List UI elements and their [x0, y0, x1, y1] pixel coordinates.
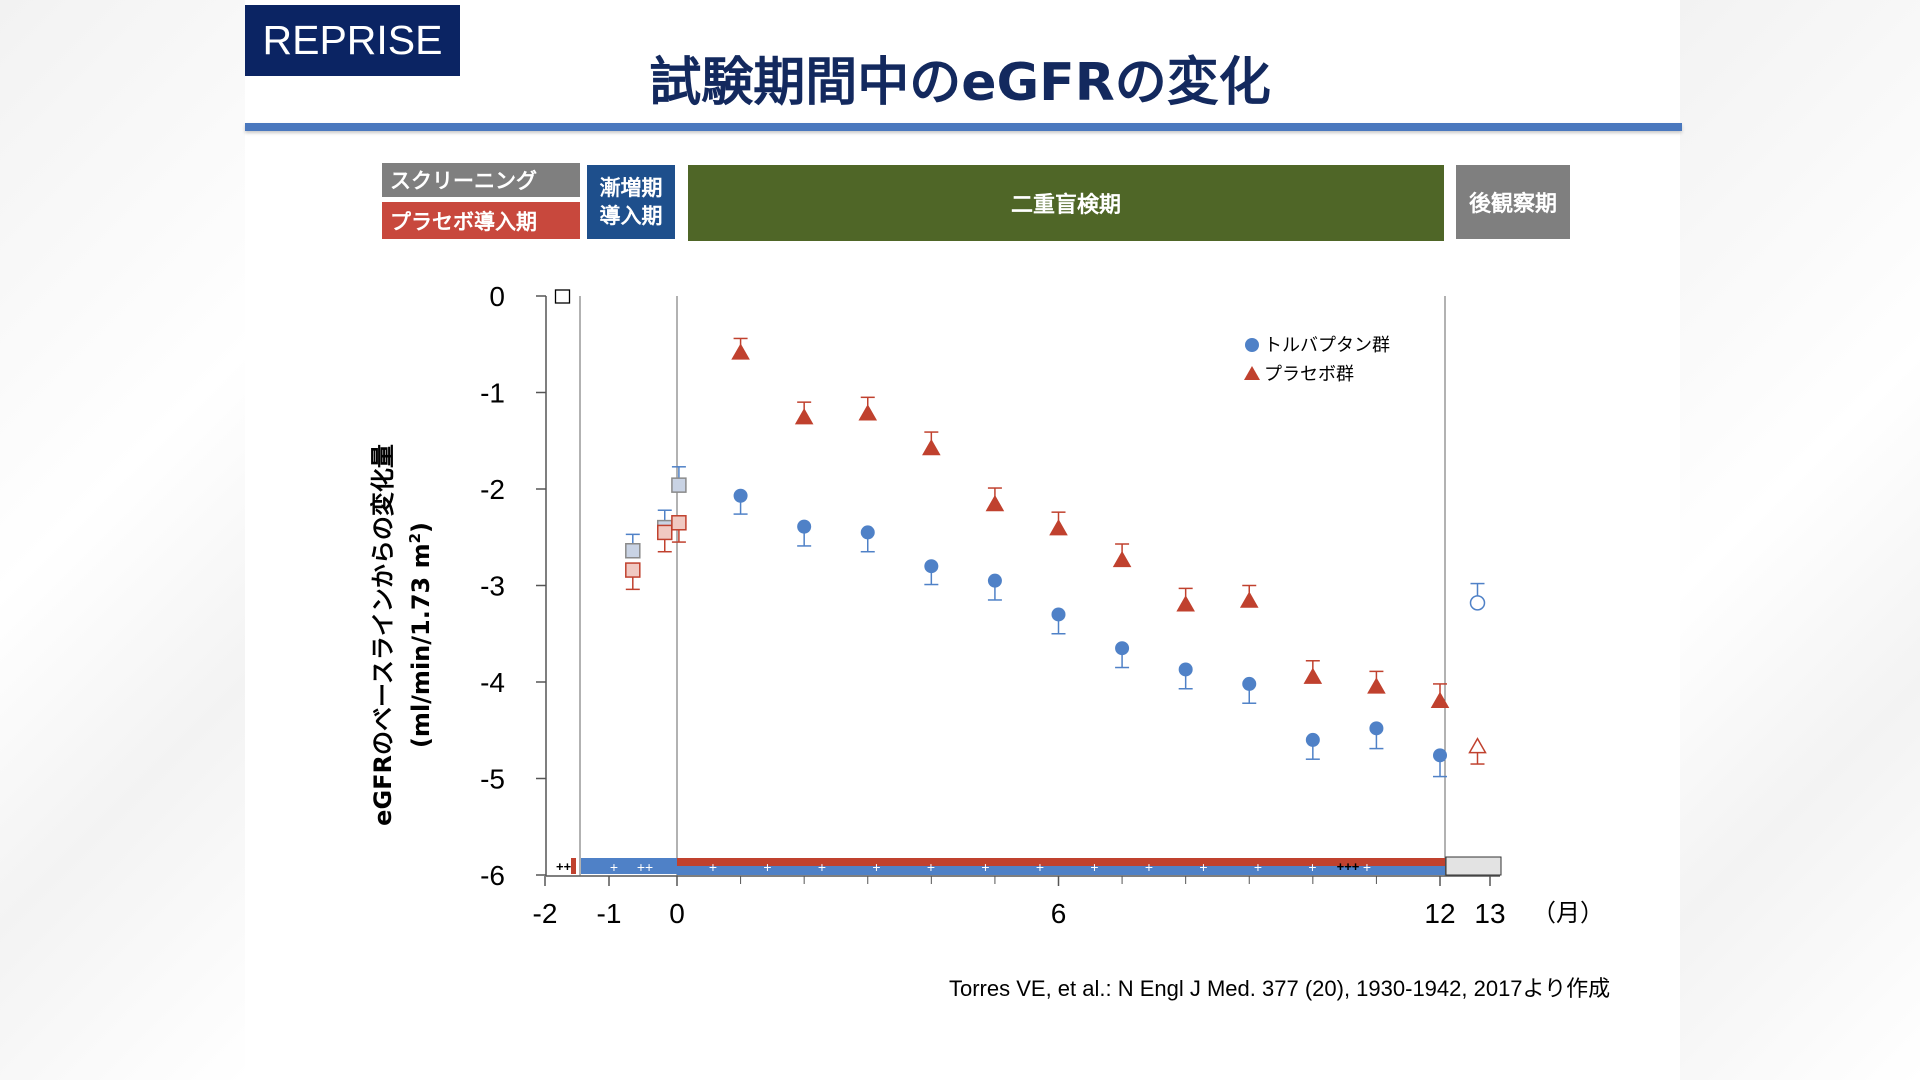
phase-double-blind: 二重盲検期: [688, 165, 1444, 241]
placebo-runin-point: [671, 515, 687, 531]
tolvaptan-point: [987, 573, 1002, 588]
tolvaptan-point: [1178, 662, 1193, 677]
dosing-marker: +: [1254, 859, 1262, 875]
placebo-runin-point: [657, 524, 673, 541]
tolvaptan-followup-point: [1469, 595, 1486, 611]
tolvaptan-point: [797, 519, 812, 534]
placebo-point: [922, 438, 941, 456]
dosing-marker: +: [927, 859, 935, 875]
y-tick-label: -1: [480, 378, 505, 409]
tolvaptan-runin-point: [625, 543, 641, 559]
dosing-marker: +++: [1337, 859, 1360, 874]
legend-placebo-marker: [1244, 366, 1260, 380]
tolvaptan-point: [1433, 748, 1447, 763]
dosing-marker: +: [709, 859, 717, 875]
placebo-runin-bar: [571, 858, 576, 874]
y-tick-label: -5: [480, 764, 505, 795]
x-axis-unit: （月）: [1532, 900, 1604, 927]
tolvaptan-point: [733, 488, 748, 503]
y-tick-label: -6: [480, 860, 505, 891]
tolvaptan-point: [1305, 732, 1320, 747]
dosing-marker: +: [1090, 859, 1098, 875]
placebo-point: [1049, 519, 1068, 536]
dosing-marker: +: [1199, 859, 1207, 875]
y-tick-label: -2: [480, 474, 505, 505]
tolvaptan-point: [1242, 676, 1257, 691]
y-axis-label: eGFRのベースラインからの変化量 (ml/min/1.73 m2): [367, 355, 437, 915]
followup-bar: [1445, 856, 1502, 876]
x-tick-label: 12: [1424, 898, 1455, 929]
legend-tolvaptan-label: トルバプタン群: [1264, 335, 1390, 356]
placebo-runin-point: [625, 562, 641, 578]
study-badge: REPRISE: [245, 5, 460, 76]
tolvaptan-point: [1369, 721, 1384, 736]
left-background: [0, 0, 245, 1080]
placebo-point: [1239, 591, 1259, 608]
dosing-marker: +: [1363, 859, 1371, 875]
dosing-marker: +: [763, 859, 771, 875]
page-title: 試験期間中のeGFRの変化: [649, 53, 1271, 113]
placebo-point: [794, 408, 814, 425]
right-background: [1675, 0, 1920, 1080]
x-tick-label: -1: [597, 898, 622, 929]
tolvaptan-point: [1115, 641, 1130, 656]
placebo-exposure-bar: [677, 858, 1445, 866]
tolvaptan-runin-point: [671, 477, 687, 493]
y-axis-label-line1: eGFRのベースラインからの変化量: [369, 444, 397, 826]
legend-tolvaptan-marker: [1245, 338, 1259, 352]
tolvaptan-point: [924, 559, 939, 574]
dosing-marker: +: [981, 859, 989, 875]
dosing-marker: ++: [637, 859, 653, 875]
placebo-point: [1367, 677, 1386, 694]
x-tick-label: 0: [669, 898, 685, 929]
placebo-followup-point: [1468, 737, 1487, 754]
x-tick-label: 6: [1051, 898, 1067, 929]
title-underline: [245, 123, 1682, 131]
dosing-marker: +: [610, 859, 618, 875]
tolvaptan-point: [860, 525, 875, 540]
placebo-point: [1303, 667, 1323, 684]
tolvaptan-exposure-bar: [677, 866, 1445, 875]
dosing-marker: +: [872, 859, 880, 875]
dosing-marker: +: [818, 859, 826, 875]
y-axis-label-line2: (ml/min/1.73 m2): [406, 521, 435, 749]
placebo-point: [1176, 595, 1195, 612]
phase-titration-line1: 漸増期: [599, 176, 663, 200]
placebo-point: [731, 343, 750, 360]
phase-placebo-runin: プラセボ導入期: [382, 202, 580, 239]
placebo-point: [985, 494, 1005, 512]
placebo-point: [1430, 691, 1450, 709]
x-tick-label: 13: [1474, 898, 1505, 929]
placebo-point: [858, 404, 878, 421]
screening-point: [554, 289, 571, 304]
dosing-marker: +: [1036, 859, 1044, 875]
phase-followup: 後観察期: [1456, 165, 1570, 239]
runin-bar: [581, 858, 677, 874]
y-tick-label: 0: [489, 281, 505, 312]
y-tick-label: -4: [480, 667, 505, 698]
y-tick-label: -3: [480, 571, 505, 602]
phase-titration-line2: 導入期: [599, 204, 663, 228]
x-tick-label: -2: [533, 898, 558, 929]
legend-placebo-label: プラセボ群: [1264, 364, 1354, 385]
dosing-marker: +: [1308, 859, 1316, 875]
phase-titration: 漸増期 導入期: [587, 165, 675, 239]
citation: Torres VE, et al.: N Engl J Med. 377 (20…: [949, 976, 1611, 1001]
tolvaptan-point: [1051, 607, 1066, 622]
dosing-marker: ++: [556, 859, 572, 874]
placebo-point: [1112, 550, 1132, 568]
dosing-marker: +: [1145, 859, 1153, 875]
phase-screening: スクリーニング: [382, 163, 580, 197]
